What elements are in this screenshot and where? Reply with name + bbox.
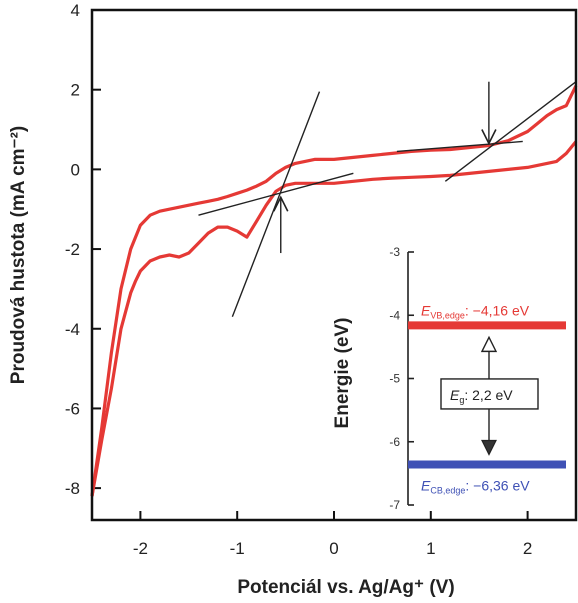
inset-y-tick-label: -7: [389, 498, 400, 512]
inset-y-tick-label: -3: [389, 245, 400, 259]
inset-y-tick-label: -5: [389, 372, 400, 386]
inset-y-tick-label: -6: [389, 435, 400, 449]
x-tick-label: 1: [426, 539, 435, 558]
inset-y-title: Energie (eV): [332, 318, 353, 429]
tangent-line: [198, 172, 354, 216]
gap-label: Eg: 2,2 eV: [450, 387, 513, 405]
x-tick-label: 0: [329, 539, 338, 558]
tangent-line: [231, 91, 321, 318]
x-tick-label: 2: [523, 539, 532, 558]
x-axis-title: Potenciál vs. Ag/Ag⁺ (V): [237, 577, 454, 598]
plot-frame: [90, 8, 578, 522]
gap-box: [440, 378, 539, 410]
energy-levels: EVB,edge: −4,16 eV ECB,edge: −6,36 eV Eg: …: [408, 302, 566, 496]
inset-y-tick-label: -4: [389, 308, 400, 322]
cv-series-line: [90, 140, 578, 497]
cv-series-group: [90, 84, 578, 497]
cb-edge-label: ECB,edge: −6,36 eV: [421, 478, 530, 496]
y-tick-label: 2: [71, 81, 80, 100]
y-axis-title: Proudová hustota (mA cm⁻²): [8, 126, 29, 384]
vb-edge-label: EVB,edge: −4,16 eV: [421, 302, 530, 320]
tangent-line: [396, 140, 523, 153]
y-tick-label: -2: [65, 240, 80, 259]
y-tick-label: -4: [65, 320, 80, 339]
y-tick-label: 4: [71, 1, 80, 20]
energy-inset: Energie (eV) -3 -4 -5 -6 -7 EVB,edge: −4,16 …: [332, 245, 566, 512]
arrow-head: [273, 195, 289, 212]
x-tick-label: -2: [133, 539, 148, 558]
gap-arrow-head-up: [480, 335, 498, 353]
x-tick-label: -1: [230, 539, 245, 558]
y-tick-label: -8: [65, 479, 80, 498]
inset-axis-ticks: -3 -4 -5 -6 -7: [389, 245, 414, 512]
cv-series-line: [90, 84, 578, 497]
arrow-head: [481, 129, 497, 146]
y-tick-label: -6: [65, 399, 80, 418]
tangent-line: [444, 81, 577, 182]
y-tick-label: 0: [71, 160, 80, 179]
tangent-lines: [198, 81, 577, 318]
gap-arrow-head-down: [481, 439, 497, 456]
